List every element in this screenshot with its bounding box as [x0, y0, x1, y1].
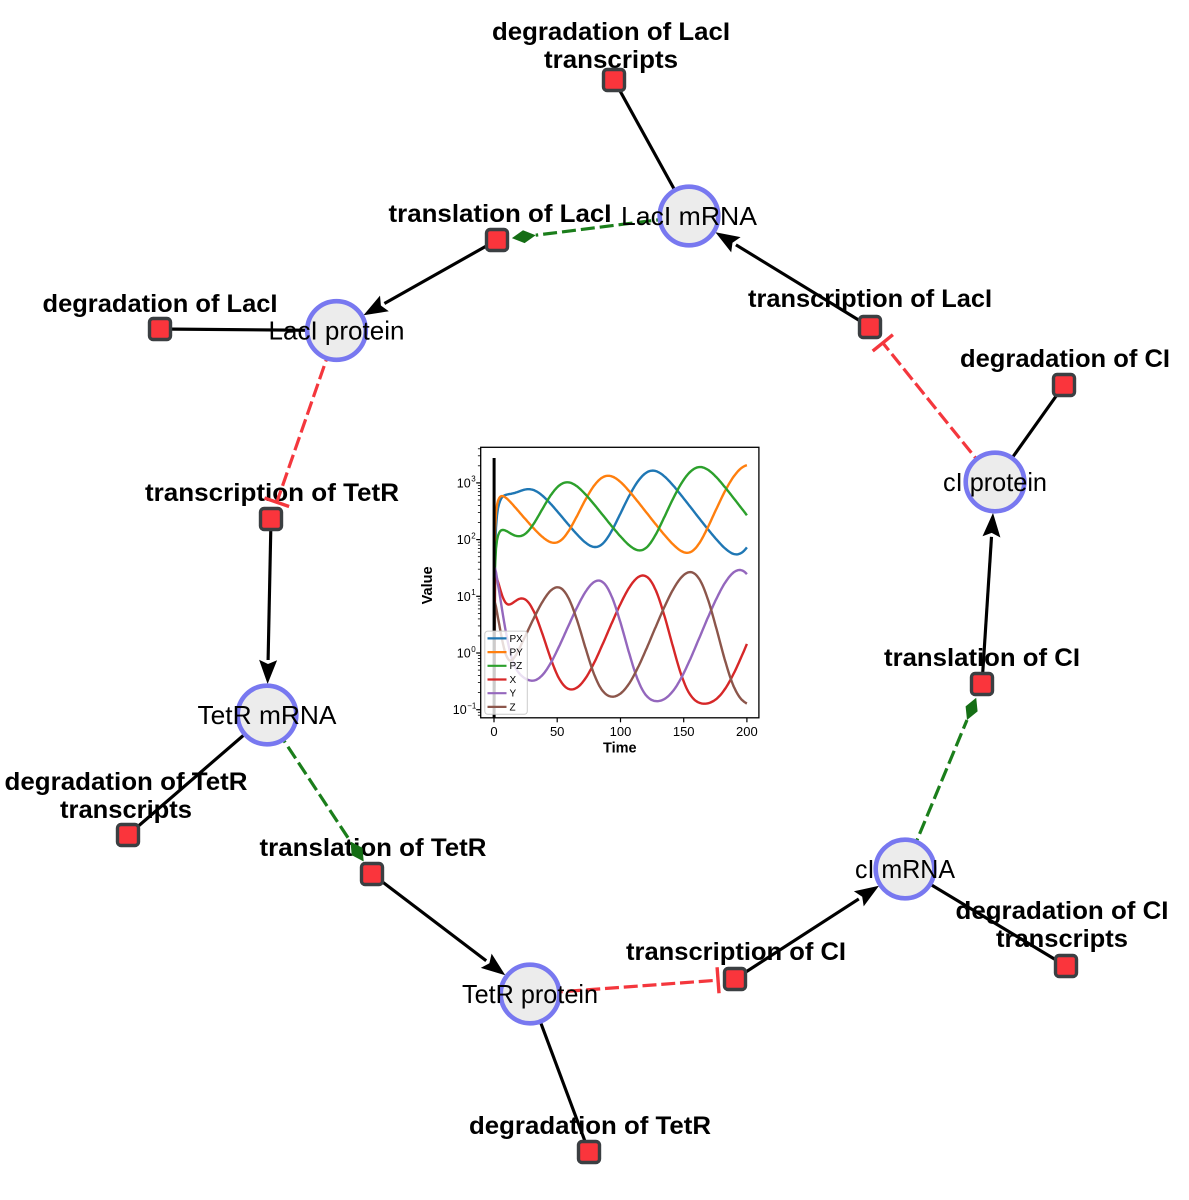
svg-text:degradation of LacI: degradation of LacI: [492, 18, 730, 46]
svg-text:degradation of LacI: degradation of LacI: [43, 290, 278, 318]
svg-text:translation of LacI: translation of LacI: [389, 200, 612, 228]
svg-text:X: X: [510, 675, 517, 686]
svg-text:10: 10: [457, 533, 471, 547]
svg-text:TetR protein: TetR protein: [462, 979, 598, 1009]
svg-text:0: 0: [490, 724, 497, 739]
svg-text:PY: PY: [510, 648, 524, 659]
svg-text:transcription of TetR: transcription of TetR: [145, 479, 399, 507]
svg-text:0: 0: [471, 645, 476, 654]
svg-text:degradation of CI: degradation of CI: [960, 345, 1170, 373]
svg-text:3: 3: [471, 475, 476, 484]
svg-text:10: 10: [457, 590, 471, 604]
svg-text:LacI protein: LacI protein: [269, 316, 405, 346]
svg-text:degradation of CI: degradation of CI: [956, 897, 1169, 925]
svg-text:10: 10: [453, 703, 467, 717]
svg-text:Z: Z: [510, 702, 516, 713]
svg-text:10: 10: [457, 647, 471, 661]
svg-text:LacI mRNA: LacI mRNA: [621, 201, 758, 231]
svg-text:PZ: PZ: [510, 661, 523, 672]
svg-text:transcription of LacI: transcription of LacI: [748, 285, 992, 313]
svg-text:1: 1: [471, 588, 476, 597]
svg-text:Time: Time: [603, 740, 637, 756]
svg-text:TetR mRNA: TetR mRNA: [198, 700, 338, 730]
svg-text:10: 10: [457, 476, 471, 490]
svg-text:transcripts: transcripts: [996, 925, 1128, 953]
svg-text:cI mRNA: cI mRNA: [855, 854, 956, 884]
svg-text:150: 150: [673, 724, 695, 739]
svg-text:Y: Y: [510, 689, 517, 700]
svg-text:transcription of CI: transcription of CI: [626, 938, 846, 966]
svg-text:cI protein: cI protein: [943, 467, 1047, 497]
svg-text:−1: −1: [467, 702, 477, 711]
svg-text:2: 2: [471, 531, 476, 540]
svg-text:50: 50: [550, 724, 564, 739]
svg-text:Value: Value: [420, 566, 436, 604]
svg-text:PX: PX: [510, 634, 524, 645]
svg-text:translation of TetR: translation of TetR: [260, 834, 487, 862]
svg-text:degradation of TetR: degradation of TetR: [469, 1112, 711, 1140]
svg-text:degradation of TetR: degradation of TetR: [5, 768, 248, 796]
svg-text:100: 100: [610, 724, 632, 739]
svg-text:200: 200: [736, 724, 758, 739]
svg-text:transcripts: transcripts: [60, 796, 192, 824]
